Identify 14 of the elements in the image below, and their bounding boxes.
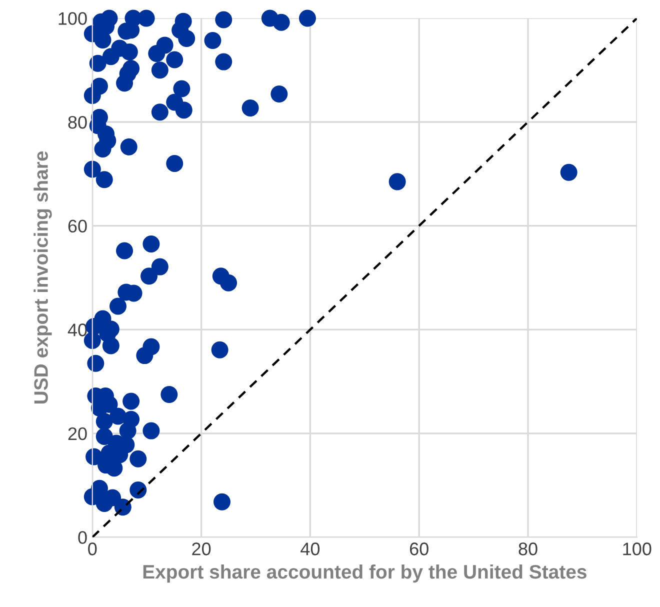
x-tick-label: 100 [623,542,652,556]
x-tick-label: 60 [410,542,428,556]
x-tick-label: 40 [300,542,320,556]
y-tick-label: 100 [58,12,87,25]
y-tick-label: 60 [68,220,87,233]
y-axis-title: USD export invoicing share [34,151,52,404]
x-tick-label: 80 [518,542,538,556]
y-tick-label: 40 [68,324,87,336]
x-tick-label: 20 [192,542,211,556]
x-tick-label: 0 [88,542,97,556]
y-tick-label: 0 [78,531,87,544]
x-axis-title: Export share accounted for by the United States [143,564,586,583]
y-tick-label: 80 [68,116,87,129]
y-tick-label: 20 [68,427,87,440]
